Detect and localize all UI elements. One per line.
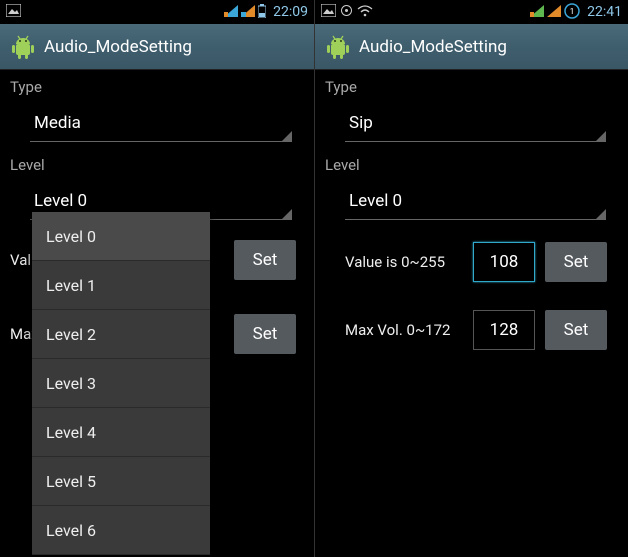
dropdown-item-level2[interactable]: Level 2 bbox=[32, 310, 210, 359]
maxvol-label: Max Vol. 0~172 bbox=[345, 321, 463, 339]
page-title: Audio_ModeSetting bbox=[44, 37, 192, 57]
level-label: Level bbox=[315, 148, 628, 178]
status-bar: 1 22:41 bbox=[315, 0, 628, 24]
signal-sim2-icon bbox=[241, 5, 255, 20]
dropdown-item-level0[interactable]: Level 0 bbox=[32, 212, 210, 261]
signal-sim1-icon bbox=[530, 5, 544, 20]
title-bar: Audio_ModeSetting bbox=[315, 24, 628, 70]
status-left-icons bbox=[6, 4, 21, 20]
gallery-icon bbox=[321, 4, 336, 20]
status-left-icons bbox=[321, 4, 373, 20]
type-spinner-value: Sip bbox=[349, 113, 373, 133]
wifi-icon bbox=[357, 5, 373, 20]
dropdown-item-level3[interactable]: Level 3 bbox=[32, 359, 210, 408]
dropdown-item-level4[interactable]: Level 4 bbox=[32, 408, 210, 457]
battery-circle-icon: 1 bbox=[564, 3, 580, 22]
gallery-icon bbox=[6, 4, 21, 20]
svg-text:1: 1 bbox=[570, 7, 575, 16]
dropdown-item-level1[interactable]: Level 1 bbox=[32, 261, 210, 310]
maxvol-row: Max Vol. 0~172 128 Set bbox=[315, 300, 628, 360]
phone-left: 22:09 Audio_ModeSetting bbox=[0, 0, 314, 557]
dropdown-item-level5[interactable]: Level 5 bbox=[32, 457, 210, 506]
target-icon bbox=[340, 4, 353, 20]
value-input[interactable]: 108 bbox=[473, 242, 535, 282]
type-spinner[interactable]: Media bbox=[30, 104, 292, 142]
signal-sim2-icon bbox=[547, 5, 561, 20]
set-button-maxvol[interactable]: Set bbox=[545, 310, 607, 350]
maxvol-input[interactable]: 128 bbox=[473, 310, 535, 350]
set-button-value[interactable]: Set bbox=[234, 240, 296, 280]
type-spinner-value: Media bbox=[34, 113, 81, 133]
level-spinner[interactable]: Level 0 bbox=[345, 182, 606, 220]
status-bar: 22:09 bbox=[0, 0, 314, 24]
status-right-icons: 1 22:41 bbox=[530, 3, 622, 22]
page-title: Audio_ModeSetting bbox=[359, 37, 507, 57]
phone-right: 1 22:41 Audio_Mod bbox=[314, 0, 628, 557]
level-spinner-value: Level 0 bbox=[34, 191, 87, 211]
value-row: Value is 0~255 108 Set bbox=[315, 232, 628, 292]
level-spinner-value: Level 0 bbox=[349, 191, 402, 211]
signal-sim1-icon bbox=[224, 5, 238, 20]
level-dropdown: Level 0 Level 1 Level 2 Level 3 Level 4 … bbox=[32, 212, 210, 555]
type-label: Type bbox=[315, 70, 628, 100]
battery-icon bbox=[258, 4, 266, 21]
title-bar: Audio_ModeSetting bbox=[0, 24, 314, 70]
android-icon bbox=[8, 32, 38, 62]
type-spinner[interactable]: Sip bbox=[345, 104, 606, 142]
set-button-maxvol[interactable]: Set bbox=[234, 314, 296, 354]
status-time: 22:09 bbox=[273, 4, 308, 20]
dropdown-item-level6[interactable]: Level 6 bbox=[32, 506, 210, 555]
status-right-icons: 22:09 bbox=[224, 4, 308, 21]
android-icon bbox=[323, 32, 353, 62]
status-time: 22:41 bbox=[587, 4, 622, 20]
value-label: Value is 0~255 bbox=[345, 253, 463, 271]
type-label: Type bbox=[0, 70, 314, 100]
level-label: Level bbox=[0, 148, 314, 178]
set-button-value[interactable]: Set bbox=[545, 242, 607, 282]
